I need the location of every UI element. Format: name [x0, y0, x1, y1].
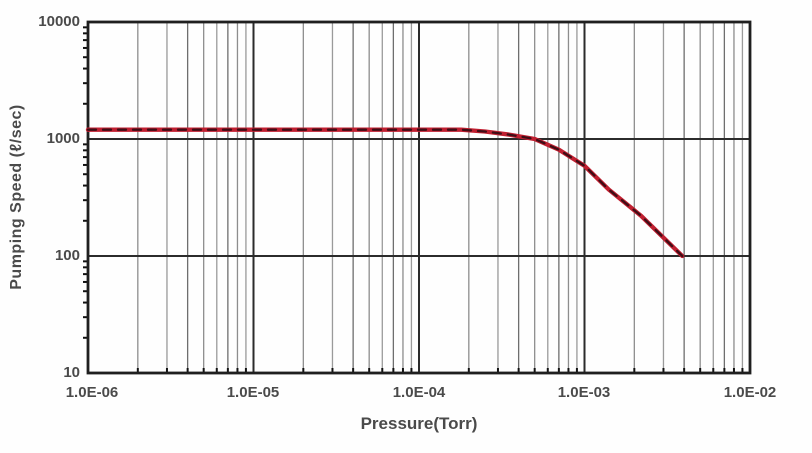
y-tick-1000: 1000 — [46, 130, 80, 147]
pumping-speed-curve-dash-overlay — [86, 128, 684, 258]
x-tick-1e-05: 1.0E-05 — [226, 384, 280, 401]
x-axis-title: Pressure(Torr) — [360, 414, 478, 433]
plot-grid-and-curve — [83, 20, 752, 375]
x-tick-1e-02: 1.0E-02 — [723, 384, 777, 401]
x-tick-1e-04: 1.0E-04 — [392, 384, 446, 401]
y-tick-10000: 10000 — [38, 13, 80, 30]
y-tick-10: 10 — [63, 364, 80, 381]
x-tick-1e-03: 1.0E-03 — [557, 384, 611, 401]
pumping-speed-curve — [85, 127, 685, 259]
y-tick-100: 100 — [54, 247, 80, 264]
x-tick-1e-06: 1.0E-06 — [65, 384, 119, 401]
y-axis-title: Pumping Speed (ℓ/sec) — [8, 104, 25, 290]
plot-border — [86, 20, 752, 375]
